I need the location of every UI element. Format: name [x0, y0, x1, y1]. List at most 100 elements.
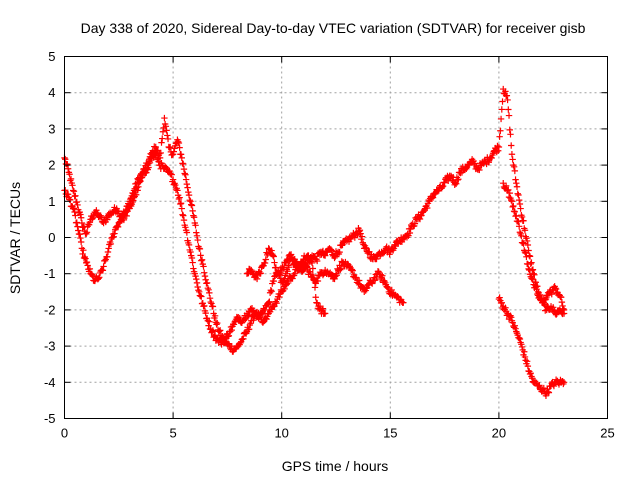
data-point [457, 169, 464, 177]
data-point [146, 158, 153, 165]
data-point [164, 135, 172, 143]
data-point [214, 319, 221, 327]
data-point [122, 209, 130, 216]
data-point [514, 190, 521, 197]
data-point [332, 273, 339, 280]
data-point [220, 339, 227, 347]
data-point [201, 302, 208, 310]
data-point [276, 293, 283, 301]
data-point [333, 272, 340, 279]
data-point [169, 176, 177, 183]
data-point [83, 229, 91, 236]
data-point [552, 284, 559, 292]
data-point [358, 233, 366, 240]
data-point [294, 262, 301, 270]
data-point [143, 169, 150, 176]
data-point [515, 223, 523, 230]
data-point [289, 275, 296, 282]
data-point [424, 204, 431, 212]
data-point [76, 231, 83, 238]
data-point [84, 262, 91, 269]
data-point [511, 208, 519, 215]
y-tick-label: 2 [48, 158, 55, 173]
data-point [146, 159, 154, 167]
data-point [83, 258, 91, 266]
data-point [295, 266, 303, 274]
data-point [72, 192, 79, 199]
data-point [441, 179, 448, 187]
data-point [518, 232, 525, 239]
data-point [535, 382, 542, 390]
data-point [542, 296, 549, 304]
data-point [193, 275, 200, 283]
data-point [280, 276, 288, 284]
data-point [356, 227, 364, 234]
data-point [331, 254, 338, 262]
data-point [170, 148, 178, 155]
data-point [185, 241, 193, 249]
data-point [193, 279, 201, 287]
data-point [292, 259, 300, 266]
data-point [311, 284, 319, 291]
axis-ticks: 0 5 10 15 20 25 -5 -4 -3 -2 -1 0 1 2 3 4 5 [44, 49, 615, 441]
data-point [384, 284, 391, 291]
data-point [64, 191, 72, 198]
data-point [193, 229, 200, 236]
data-point [374, 268, 382, 275]
data-point [216, 327, 224, 334]
data-point [66, 171, 73, 178]
data-point [240, 335, 247, 343]
data-point [201, 272, 209, 280]
data-point [174, 187, 181, 194]
data-point [67, 175, 75, 183]
series-4 [500, 180, 568, 314]
data-point [107, 240, 115, 248]
data-point [69, 182, 76, 189]
data-point [73, 219, 81, 226]
data-point [224, 333, 232, 340]
x-axis-label: GPS time / hours [282, 458, 389, 474]
data-point [123, 212, 130, 220]
data-point [508, 314, 515, 321]
data-point [309, 265, 317, 272]
data-point [187, 198, 194, 205]
data-point [364, 249, 372, 257]
data-point [82, 255, 89, 262]
data-point [502, 304, 509, 311]
data-point [559, 302, 566, 310]
data-point [159, 128, 167, 135]
data-point [494, 147, 502, 154]
data-point [515, 334, 523, 342]
data-point [488, 154, 495, 162]
data-point [285, 263, 293, 271]
data-point [373, 255, 380, 263]
data-point [207, 298, 214, 306]
data-point [205, 286, 212, 294]
data-point [505, 186, 512, 194]
data-point [167, 143, 174, 151]
data-point [515, 218, 522, 226]
y-tick-label: -3 [44, 339, 56, 354]
data-point [287, 253, 295, 261]
data-point [476, 166, 483, 174]
data-point [268, 288, 275, 295]
data-point [192, 222, 199, 229]
data-point [520, 217, 527, 224]
data-point [257, 270, 264, 277]
data-point [72, 212, 79, 219]
data-point [109, 234, 116, 241]
y-tick-label: 1 [48, 194, 55, 209]
data-point [321, 252, 329, 259]
data-point [416, 215, 424, 223]
data-point [198, 256, 206, 263]
data-point [545, 389, 553, 396]
data-point [201, 269, 208, 276]
data-point [192, 272, 199, 280]
data-point [172, 181, 179, 189]
data-point [245, 325, 253, 333]
data-point [132, 191, 140, 198]
y-tick-label: -4 [44, 375, 56, 390]
data-point [194, 236, 201, 244]
data-point [104, 253, 111, 260]
